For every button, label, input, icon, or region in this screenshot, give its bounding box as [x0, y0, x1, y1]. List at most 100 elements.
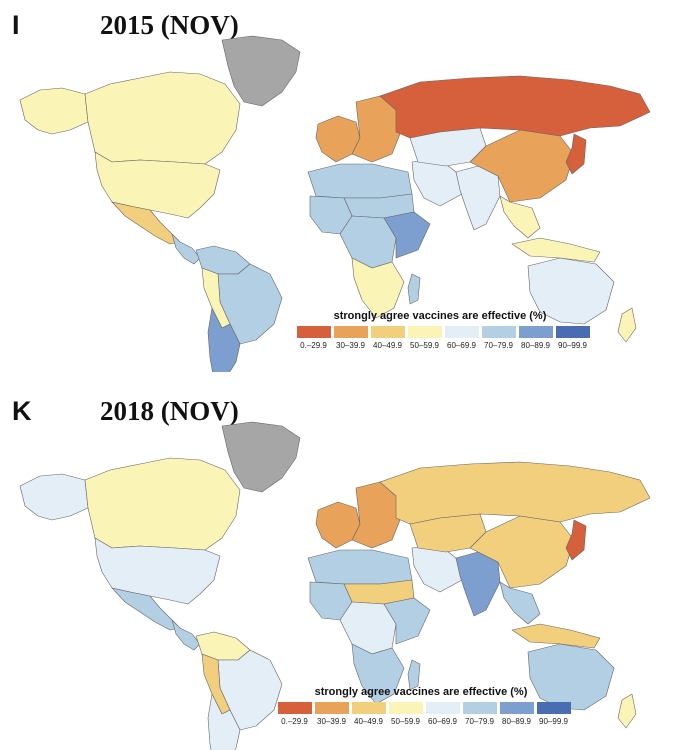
region-india — [455, 551, 501, 617]
legend-row: 0.–29.9 30–39.9 40–49.9 50–59.9 60–69.9 70–79… — [295, 326, 591, 350]
map-panel-2018: K 2018 (NOV) strongly agree vaccines are… — [0, 386, 699, 750]
legend-item: 70–79.9 — [461, 702, 498, 726]
legend-swatch — [536, 702, 571, 714]
legend-swatch — [499, 702, 534, 714]
legend-label: 0.–29.9 — [281, 717, 308, 726]
legend-swatch — [370, 326, 405, 338]
region-east-africa — [383, 211, 431, 259]
legend-item: 70–79.9 — [480, 326, 517, 350]
region-japan — [565, 133, 587, 175]
legend-label: 80–89.9 — [521, 341, 550, 350]
region-southern-africa — [351, 257, 405, 319]
region-central-america — [171, 233, 201, 265]
legend-swatch — [277, 702, 312, 714]
panel-letter: I — [12, 10, 20, 40]
region-india — [455, 165, 501, 231]
legend-title: strongly agree vaccines are effective (%… — [314, 686, 528, 698]
legend-swatch — [444, 326, 479, 338]
legend: strongly agree vaccines are effective (%… — [276, 686, 572, 726]
legend-label: 90–99.9 — [539, 717, 568, 726]
legend-label: 30–39.9 — [317, 717, 346, 726]
region-middle-east — [411, 157, 463, 207]
legend-swatch — [351, 702, 386, 714]
legend-swatch — [462, 702, 497, 714]
legend-label: 40–49.9 — [354, 717, 383, 726]
region-alaska — [19, 473, 89, 521]
legend: strongly agree vaccines are effective (%… — [295, 310, 591, 350]
legend-item: 80–89.9 — [498, 702, 535, 726]
legend-label: 50–59.9 — [410, 341, 439, 350]
legend-item: 40–49.9 — [369, 326, 406, 350]
legend-swatch — [555, 326, 590, 338]
world-map-2018 — [19, 421, 651, 750]
region-central-america — [171, 619, 201, 651]
region-north-africa — [307, 163, 413, 199]
legend-label: 80–89.9 — [502, 717, 531, 726]
legend-label: 90–99.9 — [558, 341, 587, 350]
region-australia — [527, 257, 615, 325]
legend-swatch — [481, 326, 516, 338]
region-argentina — [207, 307, 241, 372]
legend-row: 0.–29.9 30–39.9 40–49.9 50–59.9 60–69.9 70–79… — [276, 702, 572, 726]
legend-item: 30–39.9 — [313, 702, 350, 726]
region-southeast-asia — [499, 581, 541, 625]
legend-item: 90–99.9 — [535, 702, 572, 726]
map-panel-2015: I 2015 (NOV) strongly agree vaccines are… — [0, 0, 699, 372]
legend-item: 0.–29.9 — [276, 702, 313, 726]
legend-item: 60–69.9 — [443, 326, 480, 350]
legend-swatch — [333, 326, 368, 338]
region-madagascar — [407, 273, 421, 305]
region-argentina — [207, 693, 241, 750]
legend-label: 30–39.9 — [336, 341, 365, 350]
region-new-zealand — [617, 693, 637, 729]
region-north-africa — [307, 549, 413, 585]
legend-label: 70–79.9 — [465, 717, 494, 726]
region-greenland — [221, 421, 301, 493]
legend-item: 50–59.9 — [406, 326, 443, 350]
legend-item: 60–69.9 — [424, 702, 461, 726]
legend-label: 40–49.9 — [373, 341, 402, 350]
region-southern-africa — [351, 643, 405, 705]
region-canada — [84, 71, 241, 165]
legend-swatch — [407, 326, 442, 338]
legend-item: 40–49.9 — [350, 702, 387, 726]
region-east-africa — [383, 597, 431, 645]
region-greenland — [221, 35, 301, 107]
panel-title: 2015 (NOV) — [100, 10, 239, 40]
region-southeast-asia — [499, 195, 541, 239]
region-indonesia — [511, 623, 601, 649]
region-canada — [84, 457, 241, 551]
legend-label: 50–59.9 — [391, 717, 420, 726]
region-europe-west — [315, 501, 361, 549]
legend-swatch — [388, 702, 423, 714]
region-usa — [94, 537, 221, 605]
legend-label: 60–69.9 — [447, 341, 476, 350]
region-russia — [379, 75, 651, 139]
legend-title: strongly agree vaccines are effective (%… — [333, 310, 547, 322]
legend-item: 80–89.9 — [517, 326, 554, 350]
legend-item: 30–39.9 — [332, 326, 369, 350]
legend-item: 0.–29.9 — [295, 326, 332, 350]
region-madagascar — [407, 659, 421, 691]
legend-swatch — [296, 326, 331, 338]
region-indonesia — [511, 237, 601, 263]
world-map-2015 — [19, 35, 651, 372]
region-usa — [94, 151, 221, 219]
region-china — [469, 515, 575, 589]
region-europe-west — [315, 115, 361, 163]
region-australia — [527, 643, 615, 711]
region-new-zealand — [617, 307, 637, 343]
region-china — [469, 129, 575, 203]
legend-label: 70–79.9 — [484, 341, 513, 350]
legend-label: 60–69.9 — [428, 717, 457, 726]
region-alaska — [19, 87, 89, 135]
legend-swatch — [314, 702, 349, 714]
legend-item: 90–99.9 — [554, 326, 591, 350]
region-russia — [379, 461, 651, 525]
legend-swatch — [518, 326, 553, 338]
region-middle-east — [411, 543, 463, 593]
legend-item: 50–59.9 — [387, 702, 424, 726]
legend-swatch — [425, 702, 460, 714]
region-japan — [565, 519, 587, 561]
panel-title: 2018 (NOV) — [100, 396, 239, 426]
